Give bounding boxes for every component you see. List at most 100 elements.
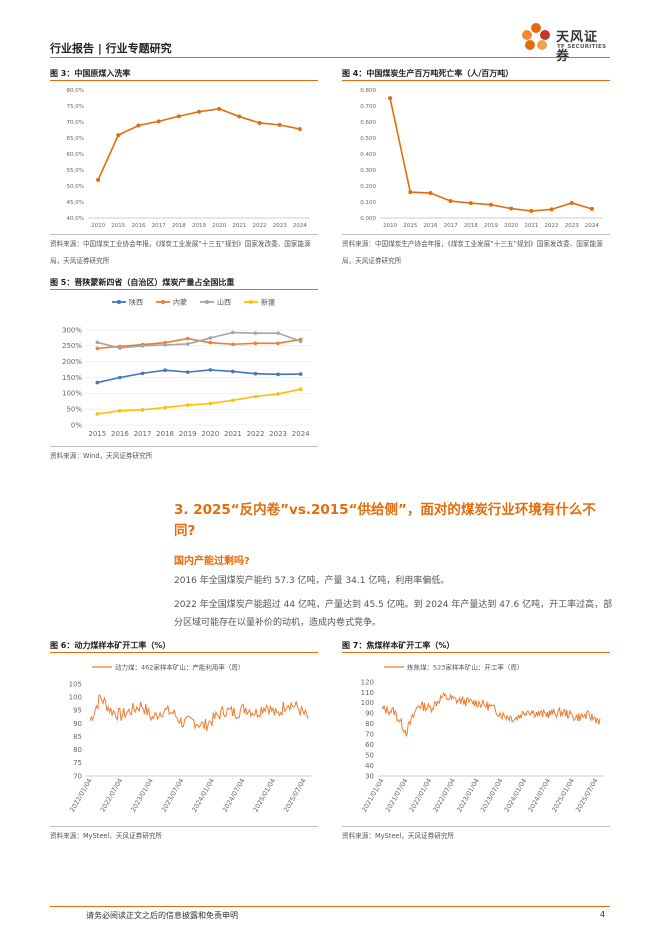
x-tick-label: 2019 bbox=[192, 223, 206, 229]
fig7-title: 图 7：焦煤样本矿开工率（%） bbox=[342, 641, 455, 650]
x-tick-label: 2025/01/04 bbox=[251, 777, 277, 813]
data-point bbox=[569, 200, 574, 205]
x-tick-label: 2015 bbox=[403, 223, 417, 229]
series-line bbox=[89, 693, 309, 731]
y-tick-label: 200% bbox=[62, 358, 82, 366]
section-heading: 3. 2025“反内卷”vs.2015“供给侧”，面对的煤炭行业环境有什么不同? bbox=[174, 502, 596, 539]
y-tick-label: 30 bbox=[365, 772, 374, 780]
fig5-title-rule bbox=[50, 289, 318, 290]
fig7-source: 资料来源：MySteel，天风证券研究所 bbox=[342, 832, 455, 840]
footer-disclaimer: 请务必阅读正文之后的信息披露和免责申明 bbox=[86, 911, 238, 920]
data-point bbox=[176, 114, 181, 119]
section-subheading: 国内产能过剩吗? bbox=[174, 556, 250, 567]
y-tick-label: 60.0% bbox=[67, 152, 84, 158]
x-tick-label: 2018 bbox=[172, 223, 186, 229]
page-number: 4 bbox=[600, 910, 606, 919]
data-point bbox=[448, 199, 453, 204]
x-tick-label: 2020 bbox=[212, 223, 226, 229]
paragraph-1: 2016 年全国煤炭产能约 57.3 亿吨，产量 34.1 亿吨，利用率偏低。 bbox=[174, 576, 450, 586]
x-tick-label: 2024/07/04 bbox=[221, 777, 247, 813]
y-tick-label: 105 bbox=[69, 680, 82, 688]
fig3-chart: 80.0% 75.0% 70.0% 65.0% 60.0% 55.0% 50.0% 45.0%… bbox=[67, 88, 310, 229]
brand-subtitle: TF SECURITIES bbox=[557, 44, 607, 50]
data-point bbox=[208, 368, 213, 372]
data-point bbox=[253, 341, 258, 346]
x-tick-label: 2021/01/04 bbox=[360, 777, 386, 813]
y-tick-label: 70.0% bbox=[67, 120, 84, 126]
data-point bbox=[95, 346, 100, 351]
fig3-source-rule bbox=[50, 234, 318, 235]
data-point bbox=[231, 330, 235, 335]
y-tick-label: 60 bbox=[365, 741, 374, 749]
x-tick-label: 2024 bbox=[293, 223, 307, 229]
x-tick-label: 2023/07/04 bbox=[479, 777, 505, 813]
fig5-chart: 300% 250% 200% 150% 100% 50% 0% 2015 2016 2017 201… bbox=[62, 298, 312, 438]
fig5-source: 资料来源：Wind，天风证券研究所 bbox=[50, 452, 153, 460]
y-tick-label: 0.100 bbox=[360, 200, 376, 206]
x-tick-label: 2022/01/04 bbox=[68, 777, 94, 813]
data-point bbox=[489, 202, 493, 207]
x-tick-label: 2023 bbox=[273, 223, 287, 229]
y-tick-label: 90 bbox=[73, 720, 82, 728]
brand-name: 天风证券 bbox=[556, 30, 599, 64]
x-tick-label: 2022 bbox=[545, 223, 559, 229]
data-point bbox=[185, 370, 190, 374]
y-tick-label: 120 bbox=[361, 678, 374, 686]
x-tick-label: 2024/01/04 bbox=[503, 777, 529, 813]
y-tick-label: 40 bbox=[365, 762, 374, 770]
x-tick-label: 2010 bbox=[91, 223, 105, 229]
data-point bbox=[276, 341, 280, 346]
series-line-山西 bbox=[97, 331, 301, 349]
x-tick-label: 2023 bbox=[565, 223, 579, 229]
y-tick-label: 100% bbox=[62, 390, 82, 398]
x-tick-label: 2022 bbox=[253, 223, 267, 229]
y-tick-label: 70 bbox=[73, 772, 82, 780]
y-tick-label: 300% bbox=[62, 326, 82, 334]
y-tick-label: 110 bbox=[361, 689, 374, 697]
y-tick-label: 0.400 bbox=[360, 152, 376, 158]
data-point bbox=[208, 336, 213, 340]
y-tick-label: 0.500 bbox=[360, 136, 376, 142]
legend-label: 动力煤：462家样本矿山：产能利用率（周） bbox=[115, 663, 244, 672]
y-tick-label: 95 bbox=[73, 707, 82, 715]
y-tick-label: 100 bbox=[69, 693, 82, 701]
fig7-source-rule bbox=[342, 826, 610, 827]
header-divider bbox=[50, 57, 610, 58]
x-tick-label: 2025/07/04 bbox=[282, 777, 308, 813]
x-tick-label: 2010 bbox=[383, 223, 397, 229]
x-tick-label: 2021 bbox=[224, 430, 242, 438]
legend-marker bbox=[249, 300, 253, 304]
y-tick-label: 100 bbox=[361, 699, 374, 707]
x-tick-label: 2024 bbox=[292, 430, 310, 438]
y-tick-label: 0.200 bbox=[360, 184, 376, 190]
y-tick-label: 75.0% bbox=[67, 104, 84, 110]
x-tick-label: 2020 bbox=[201, 430, 219, 438]
x-tick-label: 2021 bbox=[524, 223, 538, 229]
data-point bbox=[298, 339, 303, 344]
x-tick-label: 2018 bbox=[156, 430, 174, 438]
fig6-chart: 动力煤：462家样本矿山：产能利用率（周）1051009590858075702… bbox=[68, 663, 312, 813]
legend-label: 新疆 bbox=[261, 298, 275, 307]
y-tick-label: 85 bbox=[73, 733, 82, 741]
x-tick-label: 2017 bbox=[152, 223, 166, 229]
data-point bbox=[298, 372, 303, 376]
legend-label: 山西 bbox=[217, 298, 231, 307]
data-point bbox=[96, 177, 101, 182]
data-point bbox=[231, 342, 235, 347]
x-tick-label: 2016 bbox=[423, 223, 437, 229]
fig6-title: 图 6：动力煤样本矿开工率（%） bbox=[50, 641, 171, 650]
y-tick-label: 0.300 bbox=[360, 168, 376, 174]
data-point bbox=[118, 346, 122, 350]
y-tick-label: 0.000 bbox=[360, 216, 376, 222]
x-tick-label: 2020 bbox=[504, 223, 518, 229]
footer-divider bbox=[50, 906, 610, 907]
data-point bbox=[116, 133, 121, 138]
data-point bbox=[276, 392, 280, 396]
fig3-title: 图 3：中国原煤入洗率 bbox=[50, 69, 131, 78]
x-tick-label: 2022/07/04 bbox=[99, 777, 125, 813]
series-line-陕西 bbox=[97, 369, 301, 384]
x-tick-label: 2024/01/04 bbox=[190, 777, 216, 813]
y-tick-label: 65.0% bbox=[67, 136, 84, 142]
legend-marker bbox=[117, 300, 121, 304]
x-tick-label: 2022/01/04 bbox=[408, 777, 434, 813]
